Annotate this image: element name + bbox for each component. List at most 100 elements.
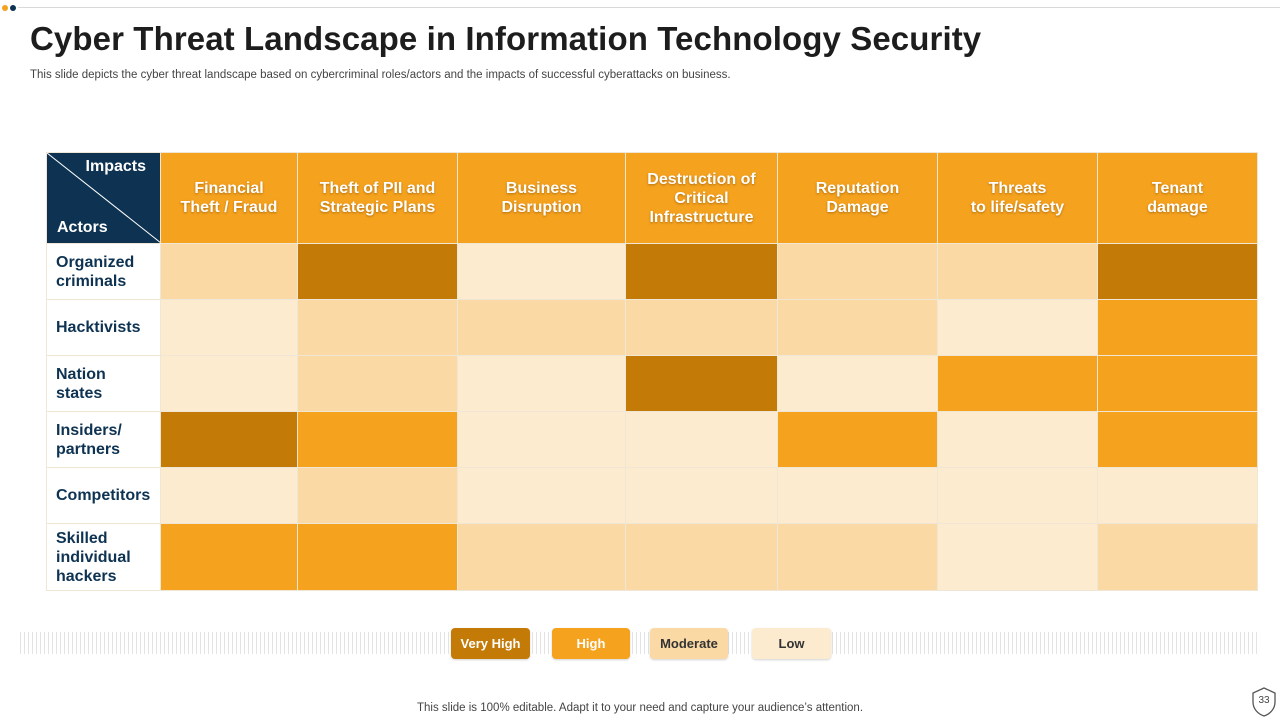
- diagonal-divider: [47, 153, 160, 243]
- heat-cell: [160, 467, 298, 524]
- actor-label-line: Insiders/: [56, 421, 122, 439]
- column-header: Reputation Damage: [777, 152, 938, 244]
- corner-actors-label: Actors: [57, 219, 108, 236]
- heat-cell: [777, 411, 938, 468]
- actor-label: Competitors: [46, 467, 161, 524]
- actor-label-line: Hacktivists: [56, 319, 141, 336]
- heat-cell: [777, 299, 938, 356]
- table-row: Hacktivists: [46, 299, 1258, 356]
- column-header-line: Critical: [674, 189, 729, 207]
- heat-cell: [457, 243, 626, 300]
- column-header: Theft of PII and Strategic Plans: [297, 152, 458, 244]
- table-row: Skilled individual hackers: [46, 523, 1258, 591]
- column-header-line: Strategic Plans: [319, 199, 436, 216]
- heat-cell: [1097, 411, 1258, 468]
- heat-cell: [625, 355, 778, 412]
- table-row: Competitors: [46, 467, 1258, 524]
- heat-cell: [160, 523, 298, 591]
- page-number: 33: [1258, 695, 1270, 706]
- heat-cell: [937, 355, 1098, 412]
- actor-label: Nation states: [46, 355, 161, 412]
- heat-cell: [625, 467, 778, 524]
- actor-label-line: individual: [56, 548, 131, 566]
- column-header-line: Financial: [194, 180, 264, 197]
- heat-cell: [160, 411, 298, 468]
- heat-cell: [937, 299, 1098, 356]
- actor-label-line: Nation: [56, 365, 106, 383]
- actor-label-line: states: [56, 384, 103, 402]
- heat-cell: [937, 523, 1098, 591]
- column-header: Business Disruption: [457, 152, 626, 244]
- heat-cell: [297, 355, 458, 412]
- threat-matrix: Impacts Actors Financial Theft / Fraud Th…: [46, 152, 1258, 591]
- column-header: Financial Theft / Fraud: [160, 152, 298, 244]
- header-row: Impacts Actors Financial Theft / Fraud Th…: [46, 152, 1258, 244]
- heat-cell: [457, 467, 626, 524]
- legend-low: Low: [752, 628, 831, 659]
- heat-cell: [297, 299, 458, 356]
- column-header-line: Reputation: [815, 180, 900, 197]
- column-header-line: damage: [1147, 199, 1208, 216]
- column-header-line: Tenant: [1151, 180, 1204, 197]
- column-header-line: Theft / Fraud: [180, 199, 278, 216]
- heat-cell: [625, 243, 778, 300]
- column-header-line: Disruption: [501, 199, 582, 216]
- heat-cell: [777, 243, 938, 300]
- heat-cell: [1097, 355, 1258, 412]
- column-header-line: Business: [505, 180, 578, 197]
- accent-dot-navy: [10, 5, 16, 11]
- heat-cell: [1097, 243, 1258, 300]
- legend-very-high: Very High: [451, 628, 530, 659]
- table-row: Insiders/partners: [46, 411, 1258, 468]
- corner-impacts-label: Impacts: [85, 158, 146, 175]
- column-header: Tenant damage: [1097, 152, 1258, 244]
- shield-icon: [1252, 687, 1276, 717]
- heat-cell: [297, 467, 458, 524]
- heat-cell: [937, 467, 1098, 524]
- column-header-line: Destruction of: [647, 170, 756, 188]
- column-header-line: Theft of PII and: [319, 180, 436, 197]
- heat-cell: [937, 411, 1098, 468]
- legend-band: [20, 632, 1260, 654]
- heat-cell: [160, 355, 298, 412]
- actor-label: Insiders/partners: [46, 411, 161, 468]
- actor-label: Organized criminals: [46, 243, 161, 300]
- heat-cell: [160, 299, 298, 356]
- legend-high: High: [552, 628, 630, 659]
- footer-note: This slide is 100% editable. Adapt it to…: [416, 702, 864, 714]
- heat-cell: [777, 523, 938, 591]
- heat-cell: [297, 411, 458, 468]
- top-rule: [18, 7, 1280, 8]
- actor-label-line: Competitors: [56, 487, 151, 504]
- corner-cell: Impacts Actors: [46, 152, 161, 244]
- heat-cell: [625, 299, 778, 356]
- column-header-line: to life/safety: [970, 199, 1065, 216]
- actor-label: Skilled individual hackers: [46, 523, 161, 591]
- column-header-line: Damage: [826, 199, 889, 216]
- heat-cell: [777, 467, 938, 524]
- actor-label-line: Skilled: [56, 529, 108, 547]
- slide-subtitle: This slide depicts the cyber threat land…: [30, 69, 731, 81]
- column-header: Threats to life/safety: [937, 152, 1098, 244]
- page-number-badge: 33: [1250, 686, 1278, 718]
- heat-cell: [160, 243, 298, 300]
- heat-cell: [625, 523, 778, 591]
- slide-title: Cyber Threat Landscape in Information Te…: [30, 20, 982, 57]
- heat-cell: [297, 243, 458, 300]
- heat-cell: [457, 299, 626, 356]
- table-row: Organized criminals: [46, 243, 1258, 300]
- actor-label: Hacktivists: [46, 299, 161, 356]
- accent-dot-orange: [2, 5, 8, 11]
- heat-cell: [457, 411, 626, 468]
- column-header-line: Threats: [988, 180, 1047, 197]
- heat-cell: [937, 243, 1098, 300]
- heat-cell: [777, 355, 938, 412]
- actor-label-line: Organized: [56, 253, 135, 271]
- actor-label-line: partners: [56, 440, 121, 458]
- heat-cell: [457, 355, 626, 412]
- heat-cell: [1097, 523, 1258, 591]
- heat-cell: [1097, 299, 1258, 356]
- heat-cell: [457, 523, 626, 591]
- actor-label-line: hackers: [56, 567, 117, 585]
- table-row: Nation states: [46, 355, 1258, 412]
